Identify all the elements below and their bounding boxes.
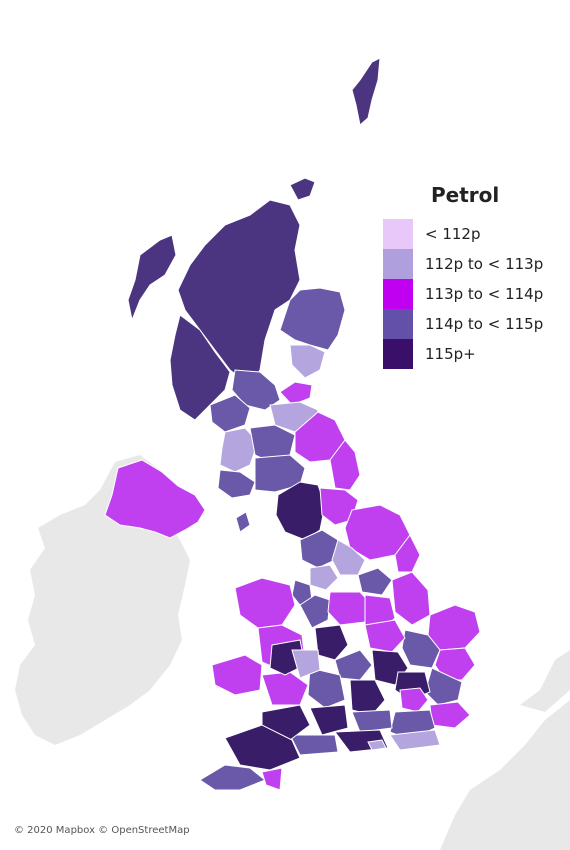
legend-swatch (383, 249, 413, 279)
region-kent[interactable] (429, 701, 471, 729)
europe-coast (520, 650, 570, 712)
region-sussex[interactable] (389, 729, 441, 751)
region-suffolk[interactable] (434, 647, 476, 681)
legend-title: Petrol (431, 183, 500, 207)
region-angus[interactable] (289, 344, 326, 379)
region-northumberland[interactable] (329, 439, 361, 491)
region-fife[interactable] (279, 381, 313, 406)
region-south-devon[interactable] (261, 767, 283, 791)
legend-swatch (383, 219, 413, 249)
region-pembroke[interactable] (211, 654, 263, 696)
region-argyll[interactable] (169, 314, 231, 421)
region-dorset[interactable] (289, 734, 339, 756)
legend-label: 114p to < 115p (425, 315, 544, 333)
legend-item: < 112p (383, 219, 563, 249)
region-gloucester[interactable] (307, 667, 346, 709)
region-aberdeenshire[interactable] (279, 287, 346, 351)
region-stirling[interactable] (209, 394, 251, 433)
map-attribution[interactable]: © 2020 Mapbox © OpenStreetMap (14, 825, 190, 836)
region-berkshire[interactable] (351, 709, 393, 733)
region-shetland[interactable] (351, 57, 381, 126)
region-lincolnshire[interactable] (391, 571, 431, 626)
legend-item: 115p+ (383, 339, 563, 369)
legend-label: < 112p (425, 225, 481, 243)
region-ayrshire[interactable] (217, 469, 256, 499)
legend-item: 112p to < 113p (383, 249, 563, 279)
legend-label: 113p to < 114p (425, 285, 544, 303)
legend-label: 115p+ (425, 345, 476, 363)
legend-item: 113p to < 114p (383, 279, 563, 309)
region-north-wales[interactable] (234, 577, 296, 629)
region-glasgow[interactable] (219, 427, 259, 473)
legend-swatch (383, 309, 413, 339)
region-leicester[interactable] (364, 619, 406, 653)
region-london[interactable] (399, 687, 429, 713)
region-western-isles[interactable] (127, 234, 177, 322)
france-landmass (440, 700, 570, 850)
region-shropshire[interactable] (291, 649, 321, 679)
region-cumbria[interactable] (275, 481, 326, 541)
region-devon[interactable] (224, 724, 301, 771)
region-orkney[interactable] (289, 177, 316, 201)
region-staffordshire[interactable] (314, 624, 349, 661)
region-oxford[interactable] (349, 679, 386, 716)
region-south-yorkshire[interactable] (357, 567, 393, 596)
legend-swatch (383, 279, 413, 309)
region-wiltshire[interactable] (309, 704, 349, 736)
legend-item: 114p to < 115p (383, 309, 563, 339)
legend-label: 112p to < 113p (425, 255, 544, 273)
region-manchester[interactable] (309, 564, 339, 591)
region-northern-ireland[interactable] (104, 459, 206, 539)
region-norfolk[interactable] (427, 604, 481, 651)
region-cornwall[interactable] (199, 764, 266, 791)
legend-swatch (383, 339, 413, 369)
region-anglesey[interactable] (235, 511, 251, 533)
region-east-riding[interactable] (394, 534, 421, 573)
region-isle-of-wight[interactable] (367, 739, 387, 751)
